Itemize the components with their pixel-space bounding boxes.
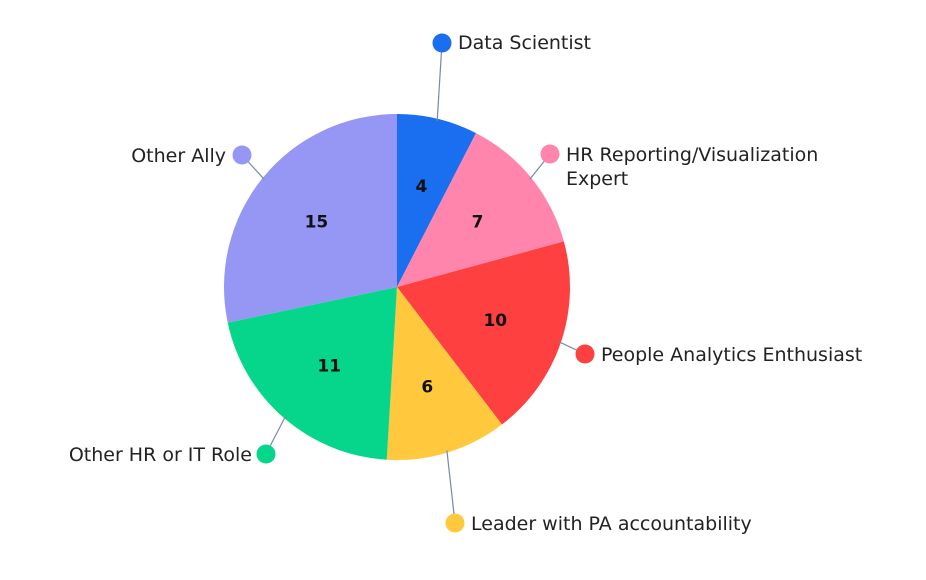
legend-label-leader-with-pa-accountability: Leader with PA accountability: [471, 513, 752, 535]
callout-labels-layer: Data Scientist HR Reporting/Visualization…: [69, 32, 862, 535]
slice-value-other-hr-or-it-role: 11: [317, 357, 341, 377]
slice-value-leader-with-pa-accountability: 6: [421, 377, 433, 397]
legend-label-data-scientist: Data Scientist: [458, 32, 591, 54]
legend-label-hr-reporting-visualization-expert: HR Reporting/Visualization Expert: [566, 144, 818, 190]
legend-label-other-hr-or-it-role: Other HR or IT Role: [69, 444, 252, 466]
pie-slice-hr-reporting-visualization-expert: [397, 133, 564, 287]
legend-dot-other-hr-or-it-role: [256, 444, 276, 464]
slice-value-people-analytics-enthusiast: 10: [483, 311, 507, 331]
slices-layer: [224, 114, 570, 461]
pie-slice-other-ally: [224, 114, 397, 323]
pie-slice-other-hr-or-it-role: [227, 287, 397, 460]
pie-slice-data-scientist: [397, 114, 476, 287]
legend-dot-hr-reporting-visualization-expert: [540, 144, 560, 164]
legend-label-other-ally: Other Ally: [131, 145, 226, 167]
legend-dot-data-scientist: [432, 33, 452, 53]
pie-slice-people-analytics-enthusiast: [397, 241, 570, 425]
leader-line-leader-with-pa-accountability: [446, 450, 456, 524]
legend-dot-leader-with-pa-accountability: [445, 513, 465, 533]
slice-value-hr-reporting-visualization-expert: 7: [472, 213, 484, 233]
value-labels-layer: 4 7 10 6 11 15: [305, 177, 508, 397]
leader-line-data-scientist: [436, 42, 443, 121]
legend-dot-people-analytics-enthusiast: [575, 344, 595, 364]
legend-dot-other-ally: [232, 145, 252, 165]
slice-value-data-scientist: 4: [415, 177, 427, 197]
pie-slice-leader-with-pa-accountability: [386, 287, 502, 461]
slice-value-other-ally: 15: [305, 213, 329, 233]
legend-label-people-analytics-enthusiast: People Analytics Enthusiast: [601, 344, 862, 366]
